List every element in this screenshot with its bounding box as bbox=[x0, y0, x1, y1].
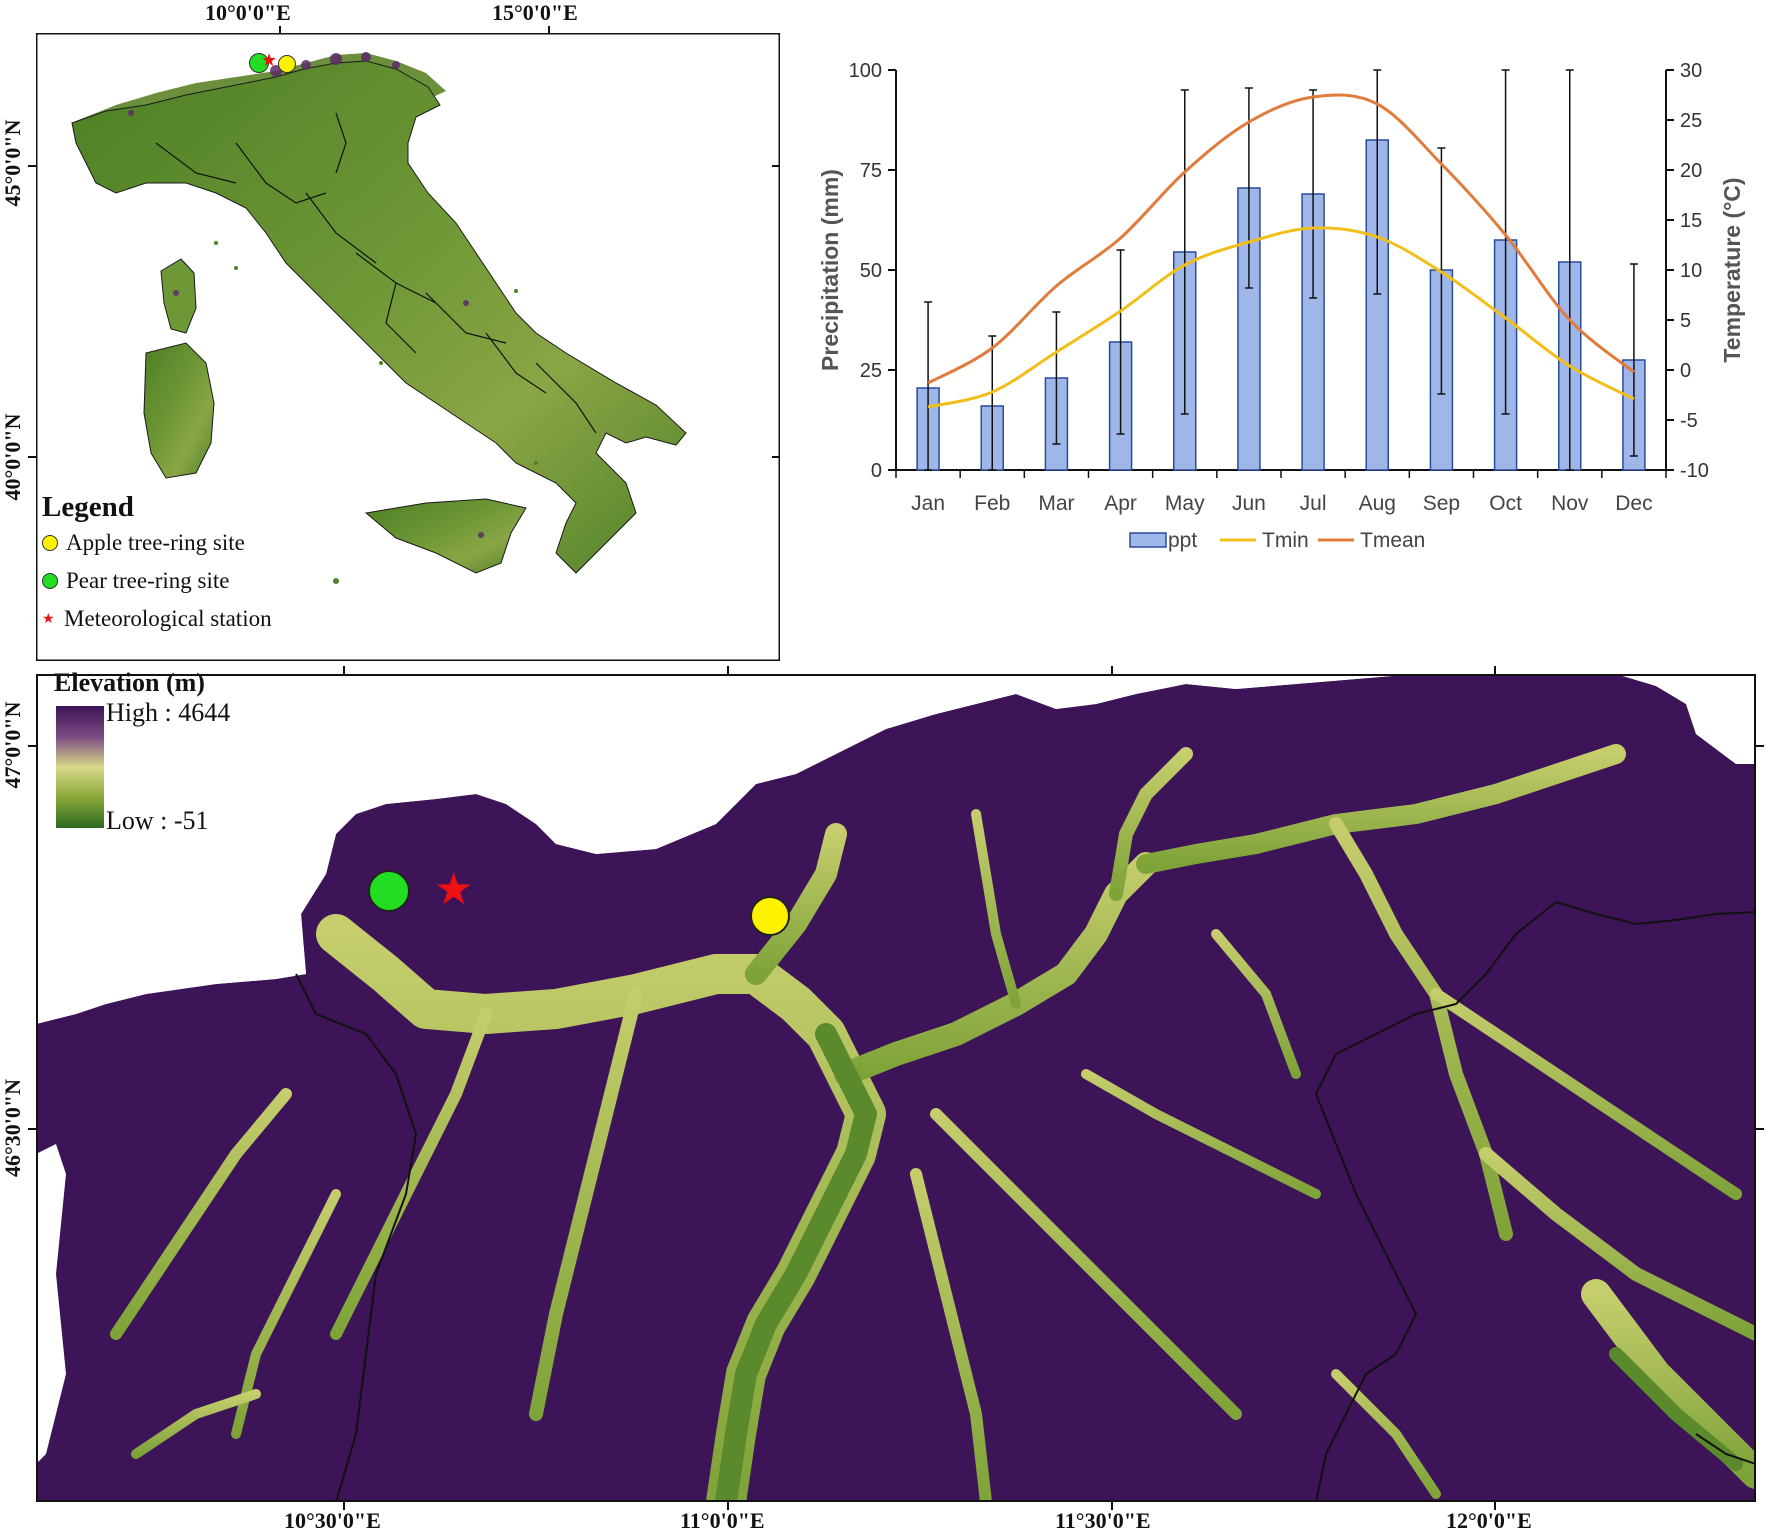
legend-title: Legend bbox=[42, 491, 134, 523]
main-y-tick-4630n: 46°30'0"N bbox=[0, 1079, 25, 1178]
legend-item-pear: Pear tree-ring site bbox=[42, 568, 342, 594]
inset-x-tick-10e: 10°0'0"E bbox=[205, 0, 291, 25]
inset-map bbox=[36, 33, 780, 661]
right-tick-label: -10 bbox=[1680, 460, 1709, 482]
right-tick-label: 25 bbox=[1680, 110, 1702, 132]
left-tick-label: 75 bbox=[860, 160, 882, 182]
apple-circle-icon bbox=[42, 535, 58, 551]
main-x-tick-1100e: 11°0'0"E bbox=[680, 1508, 765, 1533]
x-tick-label: Apr bbox=[1104, 492, 1137, 515]
elevation-gradient-bar bbox=[56, 706, 104, 828]
elevation-legend-title: Elevation (m) bbox=[54, 668, 205, 697]
star-icon: ★ bbox=[42, 611, 55, 627]
x-tick-label: Mar bbox=[1038, 492, 1074, 515]
legend-label-station: Meteorological station bbox=[64, 606, 272, 631]
line-tmean bbox=[927, 93, 1635, 385]
right-tick-label: 15 bbox=[1680, 210, 1702, 232]
elevation-high-label: High : 4644 bbox=[106, 698, 231, 727]
elevation-low-label: Low : -51 bbox=[106, 806, 209, 835]
inset-map-panel: ★ Legend Apple tree-ring site Pear tree-… bbox=[36, 33, 780, 661]
borders bbox=[295, 901, 1756, 1502]
main-x-tick-1200e: 12°0'0"E bbox=[1446, 1508, 1532, 1533]
outside-area bbox=[36, 674, 1756, 1024]
x-tick-label: Oct bbox=[1489, 492, 1522, 515]
left-tick-label: 25 bbox=[860, 360, 882, 382]
x-tick-label: Dec bbox=[1615, 492, 1652, 515]
right-tick-label: 10 bbox=[1680, 260, 1702, 282]
legend-label-ppt: ppt bbox=[1168, 529, 1197, 552]
main-y-tick-47n: 47°0'0"N bbox=[0, 701, 25, 789]
pear-site-marker bbox=[368, 870, 410, 912]
legend-item-apple: Apple tree-ring site bbox=[42, 530, 342, 556]
met-station-marker: ★ bbox=[434, 865, 474, 914]
main-map-frame bbox=[36, 674, 1756, 1502]
sicily bbox=[364, 498, 527, 574]
right-tick-label: 0 bbox=[1680, 360, 1691, 382]
y2-axis-title: Temperature (°C) bbox=[1719, 177, 1745, 362]
right-tick-label: 30 bbox=[1680, 60, 1702, 82]
legend-item-station: ★ Meteorological station bbox=[42, 606, 342, 632]
pear-circle-icon bbox=[42, 573, 58, 589]
main-map-panel: ★ Elevation (m) High : 4644 Low : -51 bbox=[36, 668, 1756, 1502]
main-x-tick-1130e: 11°30'0"E bbox=[1055, 1508, 1151, 1533]
region-borders bbox=[155, 112, 597, 434]
climate-chart: 0 25 50 75 100 -10 -5 0 5 10 15 20 25 30 Jan Feb Mar Apr M… bbox=[817, 60, 1745, 552]
elevation-map bbox=[36, 674, 1756, 1502]
inset-y-tick-45n: 45°0'0"N bbox=[0, 119, 25, 207]
line-tmin bbox=[927, 226, 1635, 409]
italy-mainland bbox=[71, 60, 687, 574]
x-tick-label: Feb bbox=[974, 492, 1010, 515]
x-tick-label: Jun bbox=[1232, 492, 1266, 515]
apple-site-marker bbox=[750, 896, 790, 936]
inset-y-tick-40n: 40°0'0"N bbox=[0, 413, 25, 501]
right-tick-label: 20 bbox=[1680, 160, 1702, 182]
corsica bbox=[160, 258, 197, 334]
legend-label-apple: Apple tree-ring site bbox=[66, 530, 245, 555]
inset-apple-marker bbox=[278, 55, 296, 73]
x-tick-label: Nov bbox=[1551, 492, 1589, 515]
x-tick-label: Jul bbox=[1300, 492, 1327, 515]
left-tick-label: 0 bbox=[871, 460, 882, 482]
elevation-legend: Elevation (m) High : 4644 Low : -51 bbox=[54, 668, 334, 868]
legend-swatch-ppt bbox=[1129, 532, 1167, 548]
legend-label-tmin: Tmin bbox=[1262, 529, 1309, 552]
left-tick-label: 100 bbox=[849, 60, 882, 82]
small-islands bbox=[214, 241, 538, 584]
inset-pear-marker bbox=[249, 53, 269, 73]
right-tick-label: -5 bbox=[1680, 410, 1698, 432]
sardinia bbox=[143, 342, 215, 479]
x-tick-label: May bbox=[1165, 492, 1205, 515]
x-tick-label: Sep bbox=[1423, 492, 1460, 515]
inset-station-marker: ★ bbox=[261, 50, 278, 70]
legend-label-tmean: Tmean bbox=[1360, 529, 1425, 552]
inset-x-tick-15e: 15°0'0"E bbox=[492, 0, 578, 25]
inset-legend: Legend Apple tree-ring site Pear tree-ri… bbox=[42, 491, 342, 632]
x-tick-label: Jan bbox=[911, 492, 945, 515]
mountain-terrain bbox=[36, 674, 1756, 1502]
y-axis-title: Precipitation (mm) bbox=[817, 169, 843, 371]
lake-cutout bbox=[36, 1144, 66, 1464]
legend-label-pear: Pear tree-ring site bbox=[66, 568, 230, 593]
main-x-tick-1030e: 10°30'0"E bbox=[284, 1508, 381, 1533]
x-tick-label: Aug bbox=[1359, 492, 1396, 515]
left-tick-label: 50 bbox=[860, 260, 882, 282]
right-tick-label: 5 bbox=[1680, 310, 1691, 332]
